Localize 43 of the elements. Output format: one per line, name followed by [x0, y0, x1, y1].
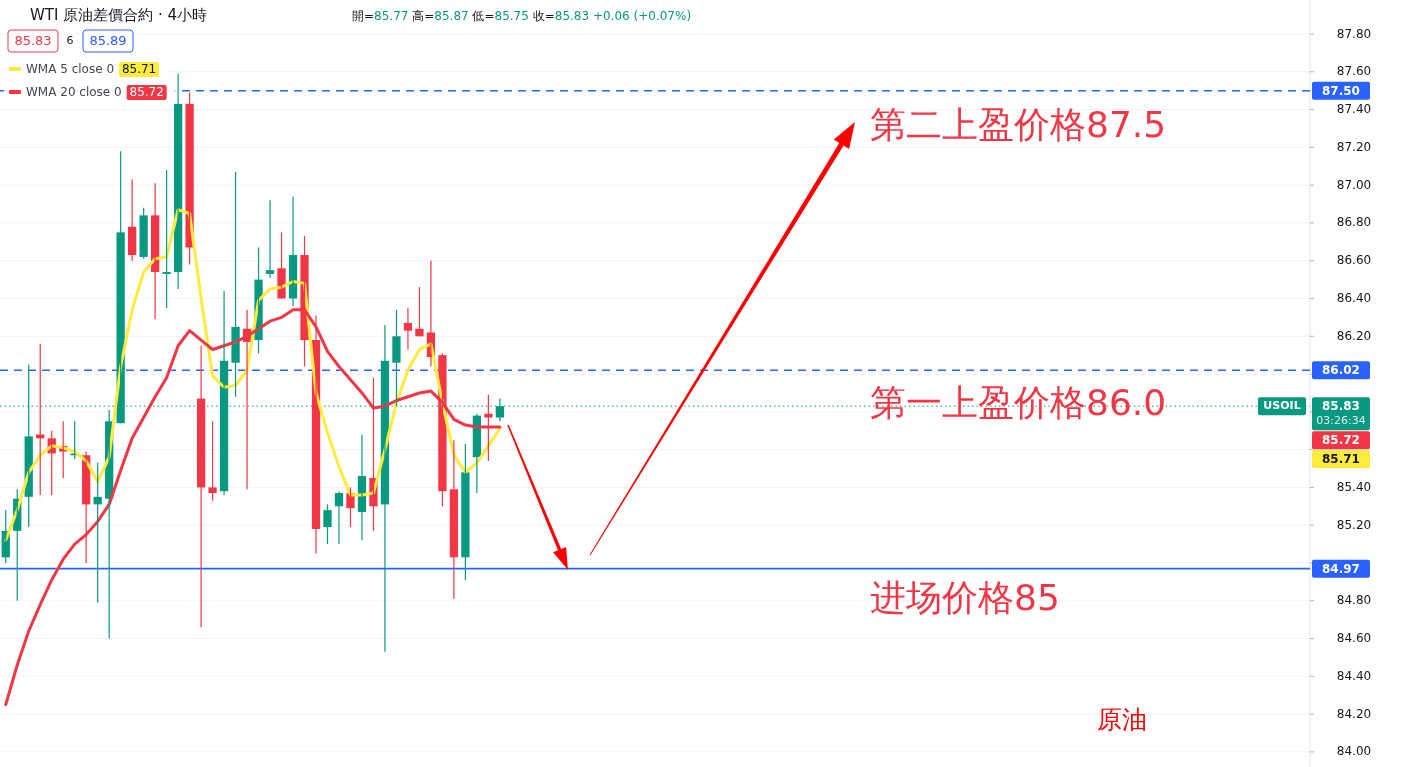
candlestick [162, 169, 171, 309]
annotation: USOIL [1263, 399, 1301, 413]
y-tick-label: 84.00 [1336, 744, 1372, 759]
ref-line-label: 87.50 [1322, 83, 1360, 98]
y-tick-label: 86.20 [1336, 328, 1372, 343]
text: 03:26:34 [1316, 414, 1366, 428]
y-tick-label: 84.40 [1336, 668, 1372, 683]
ref-line-label: 85.83 [1322, 399, 1360, 414]
annotation: 85.83 [14, 32, 52, 48]
ref-line-label: 86.02 [1322, 363, 1360, 378]
text: 開=85.77 高=85.87 低=85.75 收=85.83 +0.06 (+0.07%) [352, 9, 692, 23]
annotation: 6 [66, 34, 74, 47]
annotation: 第一上盈价格86.0 [870, 382, 1167, 423]
annotation: 原油 [1097, 705, 1147, 734]
y-tick-label: 87.20 [1336, 139, 1372, 154]
y-tick-label: 87.40 [1336, 102, 1372, 117]
candlestick [484, 394, 493, 462]
annotation: 进场价格85 [870, 577, 1060, 618]
annotation: 85.89 [89, 32, 127, 48]
ref-line-label: 84.97 [1322, 561, 1360, 576]
text: 85.72 [1322, 433, 1360, 448]
candlestick [392, 309, 401, 407]
candlestick [208, 420, 217, 502]
annotation: 85.71 [121, 62, 157, 76]
candlestick [323, 503, 332, 545]
text: 85.71 [1322, 452, 1360, 467]
candlestick [461, 443, 470, 581]
y-tick-label: 84.20 [1336, 706, 1372, 721]
y-tick-label: 85.40 [1336, 479, 1372, 494]
y-tick-label: 84.60 [1336, 631, 1372, 646]
legend-label: WMA 5 close 0 [26, 62, 115, 76]
y-tick-label: 85.20 [1336, 517, 1372, 532]
y-tick-label: 87.60 [1336, 64, 1372, 79]
y-tick-label: 86.40 [1336, 290, 1372, 305]
y-tick-label: 84.80 [1336, 593, 1372, 608]
annotation: 85.72 [129, 85, 164, 99]
y-tick-label: 87.00 [1336, 177, 1372, 192]
text: WTI 原油差價合約 · 4小時 [30, 6, 208, 24]
y-tick-label: 86.80 [1336, 215, 1372, 230]
annotation: 第二上盈价格87.5 [870, 104, 1167, 145]
y-tick-label: 86.60 [1336, 253, 1372, 268]
y-tick-label: 87.80 [1336, 26, 1372, 41]
legend-label: WMA 20 close 0 [26, 85, 122, 99]
